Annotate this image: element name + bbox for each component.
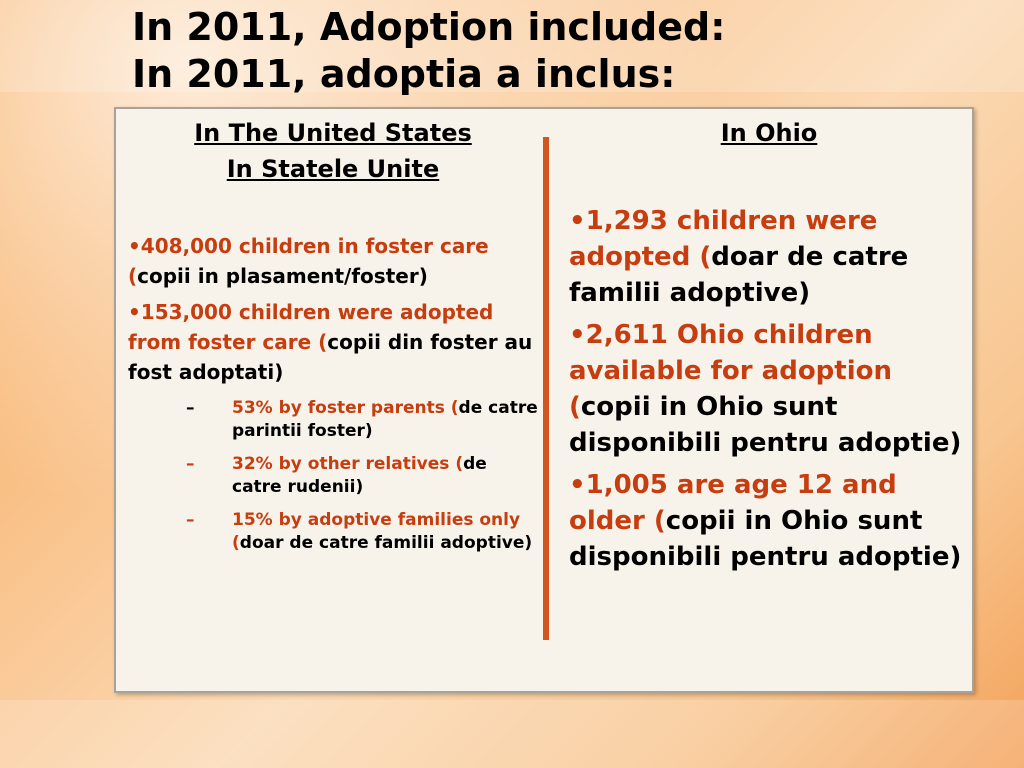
us-heading-romanian: In Statele Unite <box>226 155 440 183</box>
subitem-text-english: 15% by adoptive families only ( <box>232 510 521 553</box>
bullet-text-english: 153,000 children were adopted from foste… <box>128 300 494 354</box>
bullet-text-romanian: copii in Ohio sunt disponibili pentru ad… <box>569 392 962 458</box>
subitem-text-english: 32% by other relatives ( <box>232 454 464 474</box>
subitem-text-romanian: de catre rudenii) <box>232 454 487 497</box>
title-line-romanian: In 2011, adoptia a inclus: <box>132 52 676 96</box>
bullet-marker: • <box>569 470 586 500</box>
ohio-heading: In Ohio <box>720 119 818 147</box>
bullet-marker: • <box>569 206 586 236</box>
bullet-text-english: 1,293 children were adopted ( <box>569 206 878 272</box>
us-heading: In The United States <box>194 119 472 147</box>
us-subitem-adoptive-families: – 15% by adoptive families only (doar de … <box>180 509 538 555</box>
bullet-text-english: 408,000 children in foster care ( <box>128 234 489 288</box>
bullet-text-english: 2,611 Ohio children available for adopti… <box>569 320 893 422</box>
us-bullet-adopted: •153,000 children were adopted from fost… <box>128 297 538 387</box>
bullet-marker: • <box>128 234 141 258</box>
bullet-marker: • <box>128 300 141 324</box>
bullet-text-romanian: doar de catre familii adoptive) <box>569 242 909 308</box>
subitem-text-romanian: de catre parintii foster) <box>232 398 538 441</box>
title-line-english: In 2011, Adoption included: <box>132 5 726 49</box>
dash-marker: – <box>186 398 195 418</box>
dash-marker: – <box>186 454 195 474</box>
bullet-text-romanian: copii in Ohio sunt disponibili pentru ad… <box>569 506 962 572</box>
bullet-text-english: 1,005 are age 12 and older ( <box>569 470 897 536</box>
ohio-bullet-age-12: •1,005 are age 12 and older (copii in Oh… <box>569 467 969 575</box>
column-divider <box>543 137 549 640</box>
bullet-text-romanian: copii din foster au fost adoptati) <box>128 330 533 384</box>
ohio-bullet-available: •2,611 Ohio children available for adopt… <box>569 317 969 461</box>
slide-title: In 2011, Adoption included: In 2011, ado… <box>132 4 725 98</box>
bullet-text-romanian: copii in plasament/foster) <box>137 264 428 288</box>
us-bullet-foster-care: •408,000 children in foster care (copii … <box>128 231 538 291</box>
bullet-marker: • <box>569 320 586 350</box>
subitem-text-romanian: doar de catre familii adoptive) <box>239 533 533 553</box>
ohio-bullet-adopted: •1,293 children were adopted (doar de ca… <box>569 203 969 311</box>
background-stripe <box>0 700 1024 768</box>
subitem-text-english: 53% by foster parents ( <box>232 398 459 418</box>
us-subitem-relatives: – 32% by other relatives (de catre rudeni… <box>180 453 538 499</box>
ohio-column: In Ohio •1,293 children were adopted (do… <box>569 115 969 575</box>
us-subitem-foster-parents: – 53% by foster parents (de catre parinti… <box>180 397 538 443</box>
us-column: In The United States In Statele Unite •4… <box>128 115 538 555</box>
background-stripe <box>0 0 1024 92</box>
dash-marker: – <box>186 510 195 530</box>
